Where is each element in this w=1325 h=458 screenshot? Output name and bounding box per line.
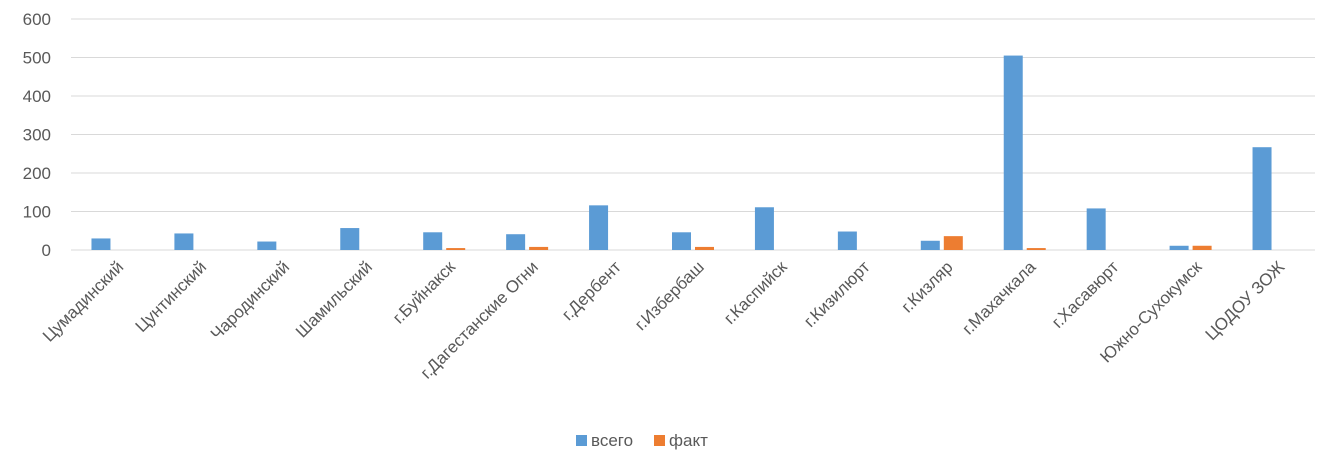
y-tick-label: 600	[23, 10, 51, 29]
x-category-label: г.Каспийск	[720, 257, 791, 328]
y-tick-label: 0	[42, 241, 51, 260]
x-category-label: г.Хасавюрт	[1048, 257, 1123, 332]
x-category-label: Цумадинский	[39, 257, 127, 345]
y-axis-tick-labels: 0 100 200 300 400 500 600	[23, 10, 51, 260]
y-tick-label: 400	[23, 87, 51, 106]
legend: всего факт	[576, 431, 708, 450]
legend-label-факт: факт	[669, 431, 708, 450]
x-axis-category-labels: Цумадинский ЦунтинскийЧародинскийШамильск…	[39, 257, 1289, 383]
legend-swatch-факт	[654, 435, 665, 446]
bar-факт-7	[695, 246, 714, 250]
legend-label-всего: всего	[591, 431, 633, 450]
bar-всего-8	[754, 207, 774, 250]
y-tick-label: 500	[23, 49, 51, 68]
y-tick-label: 100	[23, 203, 51, 222]
bars	[91, 55, 1272, 251]
bar-всего-6	[589, 205, 609, 250]
bar-всего-0	[91, 238, 111, 250]
x-category-label: г.Кизилюрт	[800, 257, 874, 331]
x-category-label: г.Кизляр	[898, 257, 957, 316]
x-category-label: Цунтинский	[132, 257, 211, 336]
bar-всего-3	[340, 228, 360, 250]
x-category-label: г.Махачкала	[959, 257, 1040, 338]
x-category-label: г.Буйнакск	[389, 257, 459, 327]
bar-всего-10	[920, 240, 940, 250]
legend-swatch-всего	[576, 435, 587, 446]
x-category-label: Шамильский	[292, 257, 376, 341]
y-tick-label: 200	[23, 164, 51, 183]
y-tick-label: 300	[23, 126, 51, 145]
x-category-label: ЦОДОУ ЗОЖ	[1202, 257, 1289, 344]
x-category-label: г.Дербент	[558, 257, 625, 324]
bar-всего-11	[1003, 55, 1023, 251]
bar-факт-10	[943, 236, 963, 250]
bar-факт-13	[1192, 245, 1212, 250]
bar-всего-7	[672, 232, 691, 250]
bar-факт-4	[446, 248, 466, 250]
bar-всего-4	[423, 232, 443, 250]
x-category-label: г.Избербаш	[631, 257, 708, 334]
bar-всего-13	[1169, 245, 1189, 250]
bar-всего-14	[1252, 147, 1272, 250]
bar-всего-12	[1086, 208, 1106, 250]
bar-всего-2	[257, 241, 277, 250]
bar-факт-11	[1026, 248, 1046, 250]
gridlines	[71, 18, 1315, 251]
bar-факт-5	[529, 246, 549, 250]
bar-всего-5	[506, 234, 526, 250]
bar-всего-1	[174, 233, 194, 250]
x-category-label: Чародинский	[207, 257, 293, 343]
bar-всего-9	[837, 231, 857, 250]
